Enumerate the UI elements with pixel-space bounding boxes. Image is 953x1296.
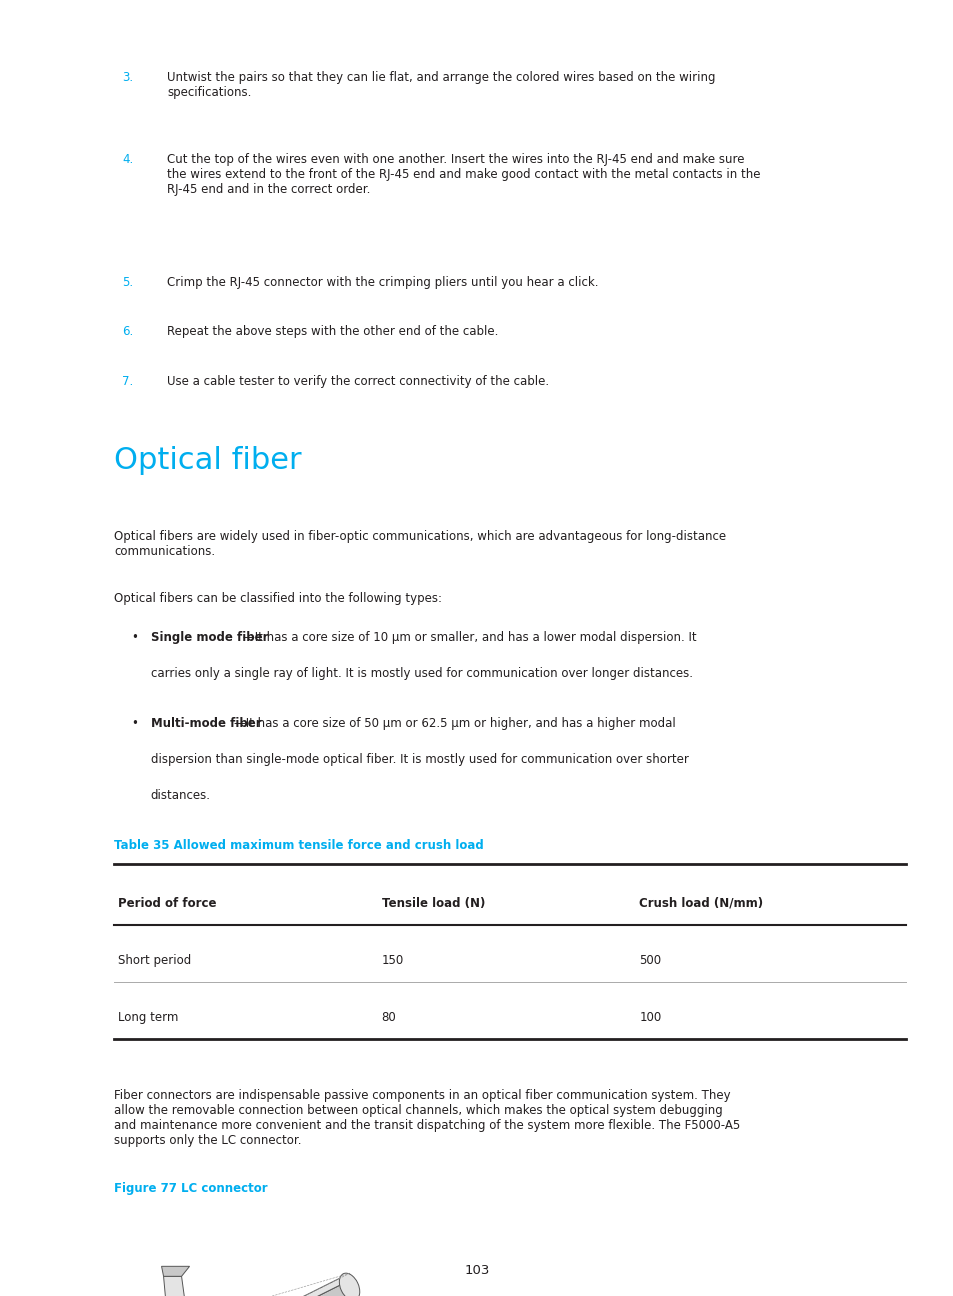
Text: Tensile load (N): Tensile load (N) [381,897,484,910]
Text: distances.: distances. [151,789,211,802]
Text: Figure 77 LC connector: Figure 77 LC connector [114,1182,268,1195]
Text: Fiber connectors are indispensable passive components in an optical fiber commun: Fiber connectors are indispensable passi… [114,1089,740,1147]
Text: —It has a core size of 50 μm or 62.5 μm or higher, and has a higher modal: —It has a core size of 50 μm or 62.5 μm … [233,717,675,730]
Ellipse shape [339,1273,359,1296]
Polygon shape [210,1273,349,1296]
Text: 5.: 5. [122,276,133,289]
Text: 100: 100 [639,1011,660,1024]
Text: dispersion than single-mode optical fiber. It is mostly used for communication o: dispersion than single-mode optical fibe… [151,753,688,766]
Text: Optical fibers can be classified into the following types:: Optical fibers can be classified into th… [114,592,442,605]
Text: 150: 150 [381,954,403,967]
Text: 7.: 7. [122,375,133,388]
Text: 80: 80 [381,1011,395,1024]
Text: Use a cable tester to verify the correct connectivity of the cable.: Use a cable tester to verify the correct… [167,375,549,388]
Polygon shape [161,1266,190,1277]
Text: 3.: 3. [122,71,133,84]
Text: Period of force: Period of force [118,897,216,910]
Text: Optical fibers are widely used in fiber-optic communications, which are advantag: Optical fibers are widely used in fiber-… [114,530,726,559]
Text: Table 35 Allowed maximum tensile force and crush load: Table 35 Allowed maximum tensile force a… [114,839,484,851]
Text: Crush load (N/mm): Crush load (N/mm) [639,897,762,910]
Text: Crimp the RJ-45 connector with the crimping pliers until you hear a click.: Crimp the RJ-45 connector with the crimp… [167,276,598,289]
Text: Optical fiber: Optical fiber [114,446,302,474]
Text: Multi-mode fiber: Multi-mode fiber [151,717,261,730]
Text: •: • [132,717,138,730]
Text: •: • [132,631,138,644]
Text: —It has a core size of 10 μm or smaller, and has a lower modal dispersion. It: —It has a core size of 10 μm or smaller,… [242,631,696,644]
Text: Cut the top of the wires even with one another. Insert the wires into the RJ-45 : Cut the top of the wires even with one a… [167,153,760,196]
Text: 103: 103 [464,1264,489,1277]
Text: 4.: 4. [122,153,133,166]
Text: 500: 500 [639,954,660,967]
Polygon shape [163,1277,188,1296]
Text: Untwist the pairs so that they can lie flat, and arrange the colored wires based: Untwist the pairs so that they can lie f… [167,71,715,100]
Text: 6.: 6. [122,325,133,338]
Text: Short period: Short period [118,954,192,967]
Text: Long term: Long term [118,1011,178,1024]
Text: Repeat the above steps with the other end of the cable.: Repeat the above steps with the other en… [167,325,497,338]
Text: Single mode fiber: Single mode fiber [151,631,268,644]
Text: carries only a single ray of light. It is mostly used for communication over lon: carries only a single ray of light. It i… [151,667,692,680]
Polygon shape [210,1280,349,1296]
